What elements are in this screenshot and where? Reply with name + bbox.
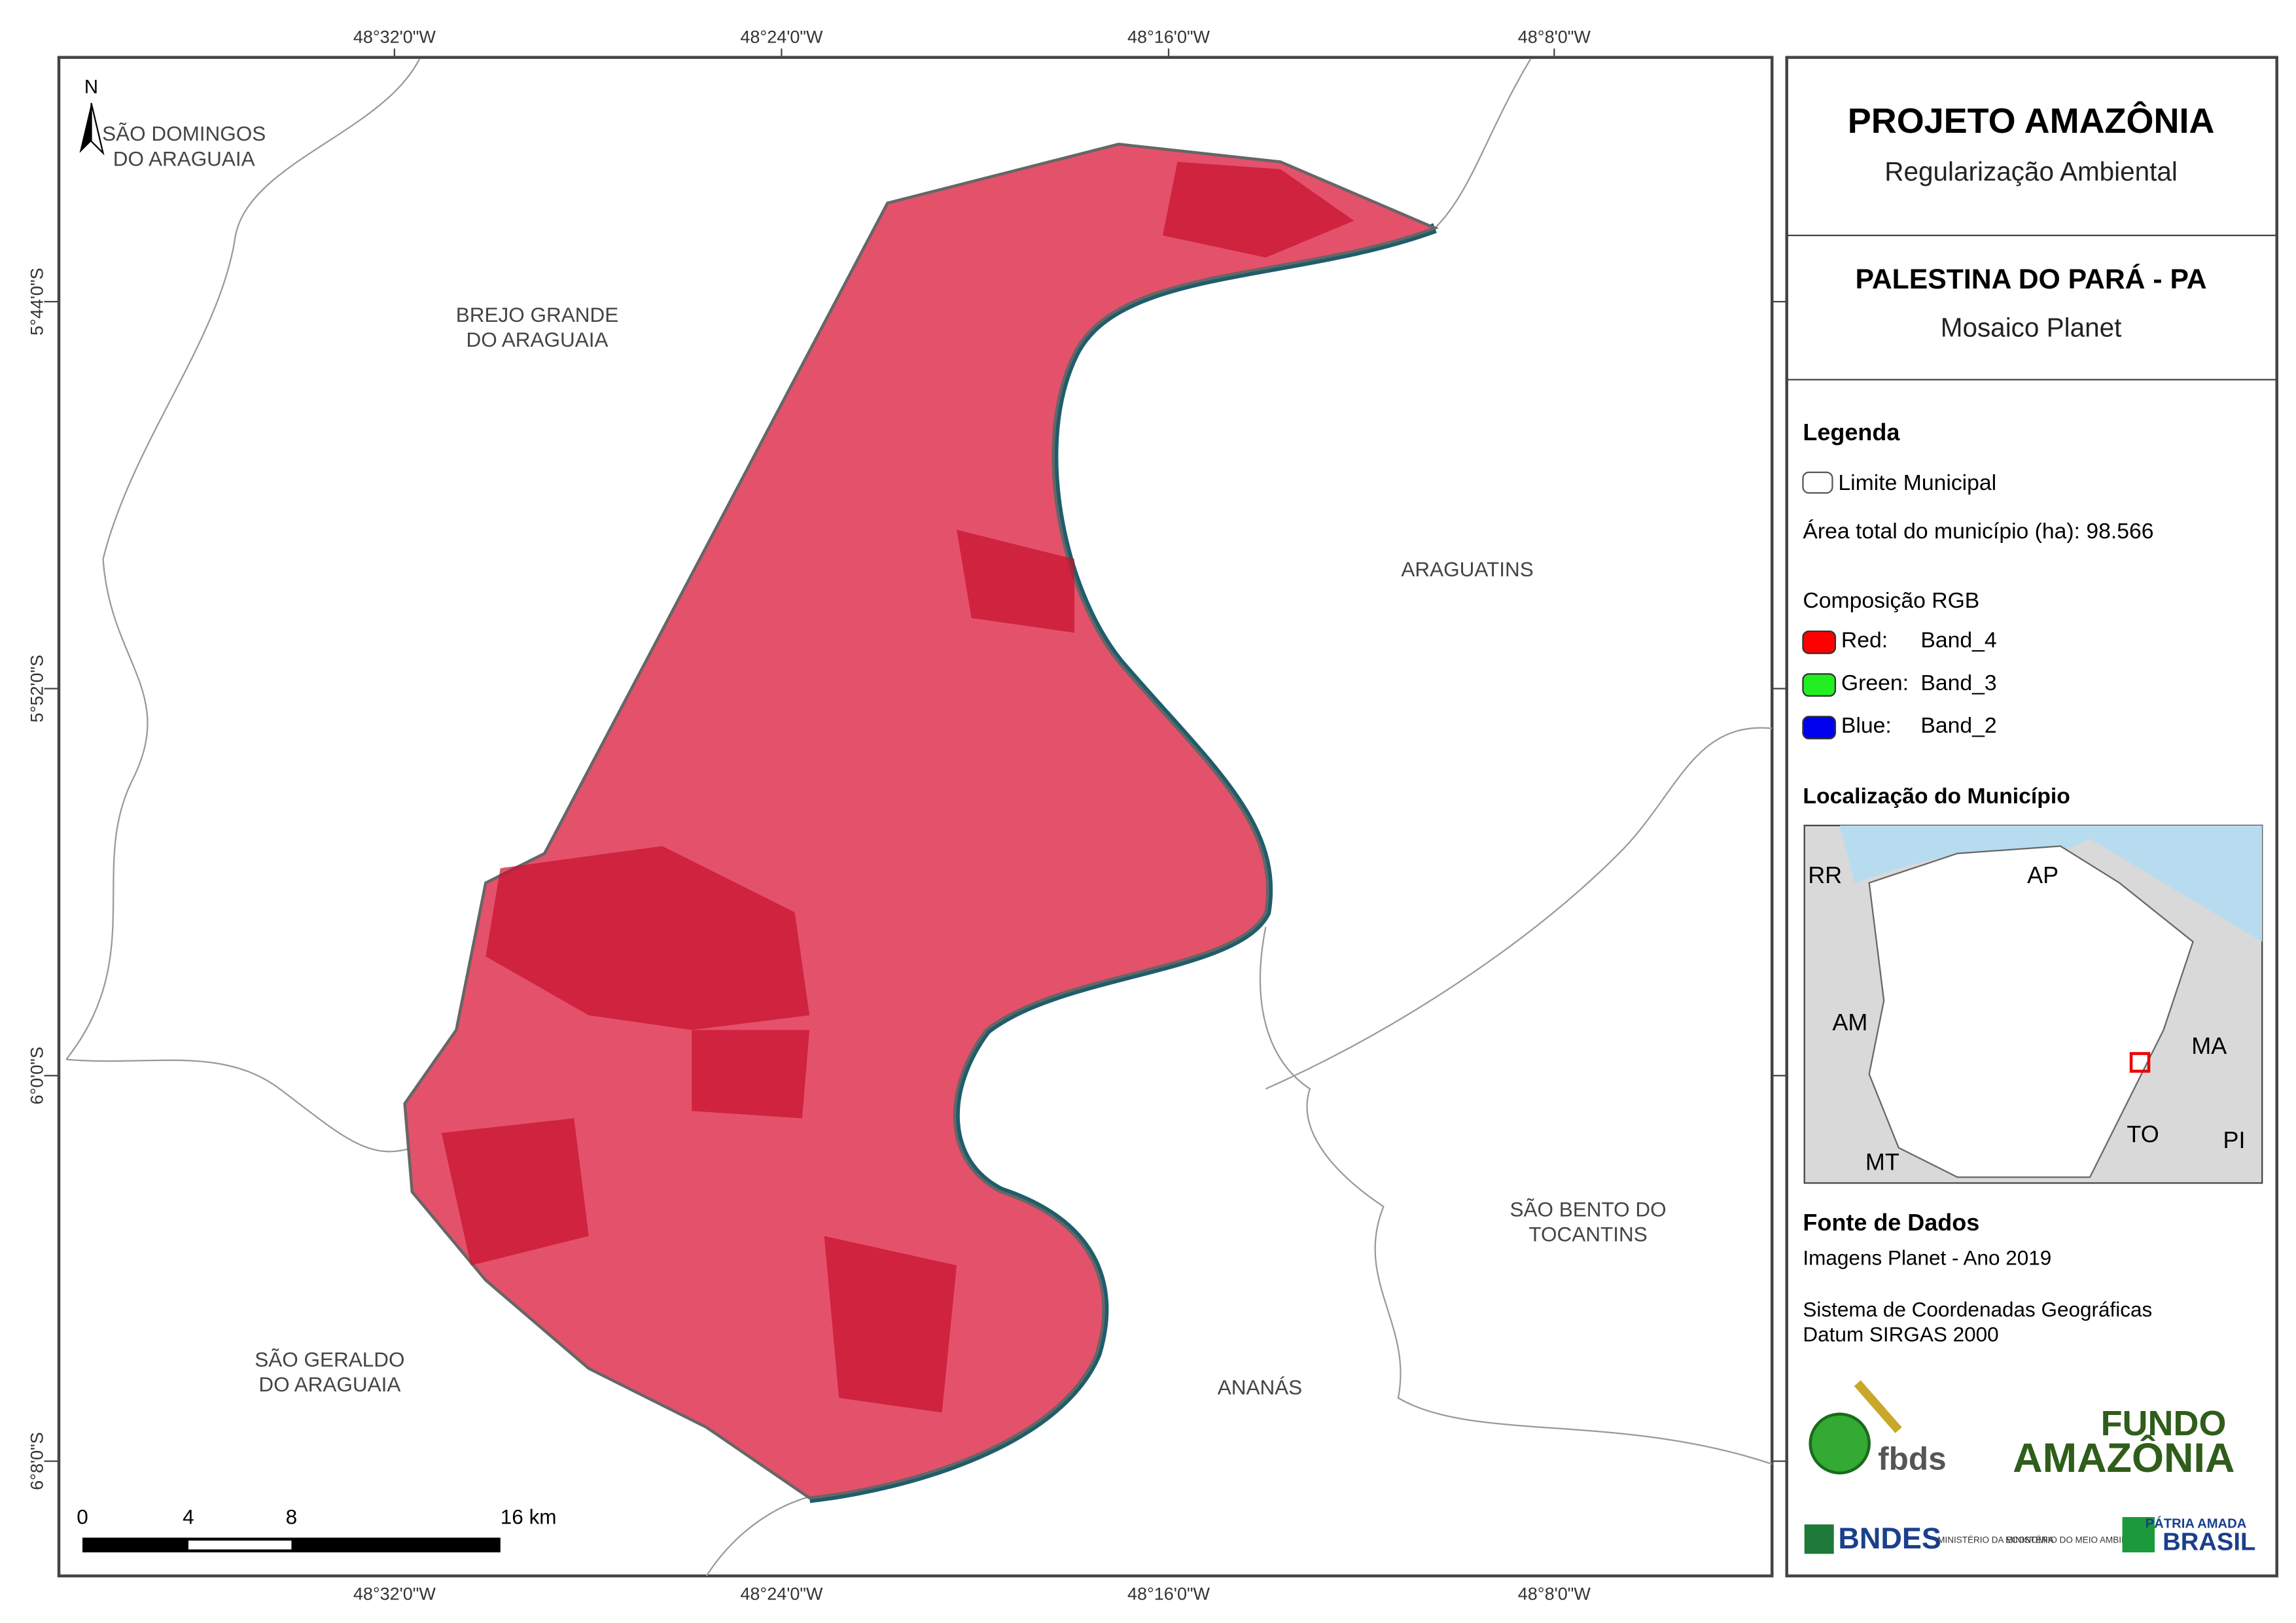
fbds-logo [1854, 1380, 1902, 1433]
place-label: TOCANTINS [1528, 1223, 1647, 1246]
legend-item: Blue: [1841, 713, 1892, 738]
lon-label: 48°24'0"W [740, 1584, 823, 1603]
title: PROJETO AMAZÔNIA [1848, 101, 2215, 141]
state-label: TO [2127, 1121, 2159, 1147]
logo-text: PÁTRIA AMADA [2146, 1516, 2247, 1531]
legend-item: Área total do município (ha): 98.566 [1803, 519, 2153, 544]
bndes-logo [1804, 1524, 1834, 1554]
place-label: DO ARAGUAIA [258, 1372, 400, 1396]
forest-patches [441, 162, 1354, 1413]
state-label: AM [1832, 1009, 1867, 1036]
lat-label: 6°8'0"S [27, 1432, 47, 1490]
legend-item: Band_3 [1920, 671, 1996, 695]
scale-label: 4 [183, 1505, 194, 1529]
state-label: MA [2191, 1032, 2227, 1059]
legend-title: Legenda [1803, 419, 1900, 445]
lat-label: 5°44'0"S [27, 268, 47, 336]
lon-label: 48°32'0"W [353, 27, 436, 47]
municipality: PALESTINA DO PARÁ - PA [1856, 264, 2207, 295]
scale-label: 8 [286, 1505, 298, 1529]
lon-label: 48°16'0"W [1127, 27, 1210, 47]
state-label: PI [2223, 1126, 2246, 1153]
legend-item: Band_4 [1920, 628, 1996, 653]
legend-swatch [1802, 716, 1837, 740]
lat-label: 6°0'0"S [27, 1047, 47, 1105]
lon-label: 48°16'0"W [1127, 1584, 1210, 1603]
legend-item: Limite Municipal [1838, 470, 1996, 495]
logo-text: MINISTÉRIO DO MEIO AMBIENTE [2005, 1535, 2145, 1545]
lon-label: 48°32'0"W [353, 1584, 436, 1603]
municipal-boundaries [65, 58, 1773, 1577]
logo-text: AMAZÔNIA [2013, 1435, 2234, 1481]
state-label: AP [2027, 862, 2058, 888]
state-label: RR [1808, 862, 1842, 888]
section-title: Localização do Município [1803, 784, 2070, 809]
legend-swatch [1802, 471, 1833, 494]
source-line: Sistema de Coordenadas Geográficas [1803, 1297, 2152, 1321]
place-label: DO ARAGUAIA [467, 328, 609, 351]
place-label: SÃO BENTO DO [1510, 1198, 1666, 1221]
product: Mosaico Planet [1941, 313, 2122, 343]
legend-item: Composição RGB [1803, 588, 1979, 613]
scale-bar [82, 1537, 501, 1553]
legend-swatch [1802, 673, 1837, 697]
place-label: SÃO DOMINGOS [102, 122, 266, 145]
subtitle: Regularização Ambiental [1884, 156, 2178, 186]
logo-text: MINISTÉRIO DA ECONOMIA [1937, 1535, 2054, 1545]
place-label: SÃO GERALDO [255, 1348, 404, 1371]
place-label: ARAGUATINS [1401, 557, 1533, 581]
brasil-flag [2122, 1517, 2155, 1553]
north-arrow [79, 103, 105, 156]
section-title: Fonte de Dados [1803, 1209, 1979, 1236]
logo-text: FUNDO [2101, 1404, 2227, 1443]
north-label: N [84, 77, 98, 98]
legend-swatch [1802, 630, 1837, 654]
source-line: Datum SIRGAS 2000 [1803, 1323, 1998, 1346]
logo-text: BNDES [1838, 1522, 1941, 1555]
scale-label: 0 [77, 1505, 88, 1529]
lat-label: 5°52'0"S [27, 655, 47, 723]
scale-label: 16 km [501, 1505, 557, 1529]
fbds-logo [1809, 1412, 1871, 1475]
lon-label: 48°8'0"W [1518, 1584, 1591, 1603]
place-label: BREJO GRANDE [456, 303, 618, 326]
source-line: Imagens Planet - Ano 2019 [1803, 1246, 2051, 1270]
lon-label: 48°8'0"W [1518, 27, 1591, 47]
legend-item: Band_2 [1920, 713, 1996, 738]
side-panel [1785, 56, 2278, 1578]
legend-item: Red: [1841, 628, 1888, 653]
inset-map [1803, 824, 2263, 1184]
logo-text: fbds [1878, 1441, 1946, 1477]
place-label: DO ARAGUAIA [113, 147, 255, 170]
logo-text: BRASIL [2163, 1528, 2255, 1556]
lon-label: 48°24'0"W [740, 27, 823, 47]
state-label: MT [1865, 1149, 1899, 1176]
municipality-image [403, 143, 1439, 1500]
legend-item: Green: [1841, 671, 1909, 695]
place-label: ANANÁS [1218, 1376, 1302, 1399]
